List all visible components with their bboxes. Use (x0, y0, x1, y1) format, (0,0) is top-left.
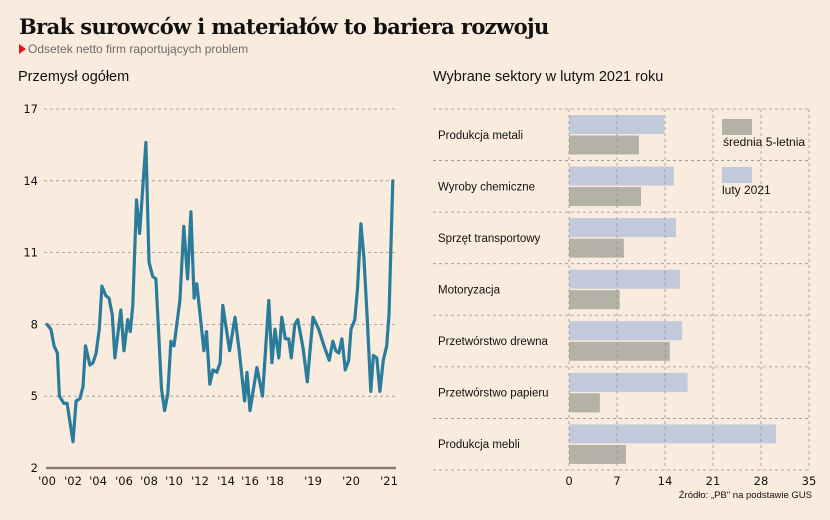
line-series-przemysl (45, 140, 395, 444)
bar-luty-2021 (569, 166, 674, 186)
category-label: Sprzęt transportowy (438, 233, 541, 245)
x-tick-label: 14 (658, 474, 673, 488)
bar-srednia-5-letnia (569, 444, 626, 464)
y-tick-label: 17 (23, 102, 38, 116)
legend-swatch-current (722, 167, 752, 183)
category-label: Wyroby chemiczne (438, 181, 535, 193)
chart-subtitle: Odsetek netto firm raportujących problem (19, 42, 248, 56)
bar-srednia-5-letnia (569, 341, 670, 361)
bar-luty-2021 (569, 321, 683, 341)
x-tick-label: '14 (217, 474, 235, 488)
y-tick-label: 5 (31, 389, 38, 403)
bar-chart: Produkcja metali Wyroby chemiczne Sprzęt t… (433, 108, 817, 488)
legend: średnia 5-letnia luty 2021 (722, 119, 805, 197)
x-tick-label: '12 (191, 474, 209, 488)
y-tick-label: 2 (31, 461, 38, 475)
bar-luty-2021 (569, 218, 676, 238)
x-tick-label: '00 (38, 474, 56, 488)
subtitle-text: Odsetek netto firm raportujących problem (28, 42, 249, 56)
bar-luty-2021 (569, 372, 688, 392)
x-tick-label: '10 (165, 474, 183, 488)
bar-srednia-5-letnia (569, 187, 641, 207)
x-tick-label: 21 (706, 474, 721, 488)
legend-swatch-avg (722, 119, 752, 135)
x-tick-label: 28 (754, 474, 769, 488)
y-tick-label: 14 (23, 174, 38, 188)
triangle-marker-icon (19, 44, 26, 54)
bar-srednia-5-letnia (569, 393, 600, 413)
legend-label-avg: średnia 5-letnia (723, 135, 805, 149)
x-tick-label: '06 (115, 474, 133, 488)
chart-title: Brak surowców i materiałów to bariera ro… (19, 14, 549, 39)
category-label: Produkcja mebli (438, 439, 520, 451)
bar-srednia-5-letnia (569, 135, 639, 155)
line-chart-title: Przemysł ogółem (18, 69, 130, 85)
x-tick-label: 35 (802, 474, 817, 488)
bar-luty-2021 (569, 424, 777, 444)
x-tick-label: 7 (613, 474, 620, 488)
bar-srednia-5-letnia (569, 290, 620, 310)
bar-chart-title: Wybrane sektory w lutym 2021 roku (433, 69, 664, 85)
x-tick-label: '04 (89, 474, 107, 488)
line-chart: 2 5 8 11 14 17 '00 '02 '04 '06 '08 '10 '12 '14 '16 '18 '… (23, 102, 398, 488)
x-tick-label: '18 (266, 474, 284, 488)
category-label: Produkcja metali (438, 130, 523, 142)
x-tick-label: '21 (380, 474, 398, 488)
bar-luty-2021 (569, 269, 681, 289)
x-tick-label: '08 (140, 474, 158, 488)
category-label: Motoryzacja (438, 284, 501, 296)
source-note: Źródło: „PB" na podstawie GUS (679, 490, 812, 501)
category-label: Przetwórstwo papieru (438, 388, 549, 400)
legend-label-current: luty 2021 (722, 183, 771, 197)
bar-srednia-5-letnia (569, 238, 624, 258)
x-tick-label: '16 (241, 474, 259, 488)
y-tick-label: 8 (31, 317, 38, 331)
x-tick-label: 0 (565, 474, 572, 488)
x-tick-label: '19 (304, 474, 322, 488)
category-label: Przetwórstwo drewna (438, 336, 549, 348)
bar-luty-2021 (569, 115, 665, 134)
x-tick-label: '02 (64, 474, 82, 488)
x-tick-label: '20 (342, 474, 360, 488)
y-tick-label: 11 (23, 246, 38, 260)
